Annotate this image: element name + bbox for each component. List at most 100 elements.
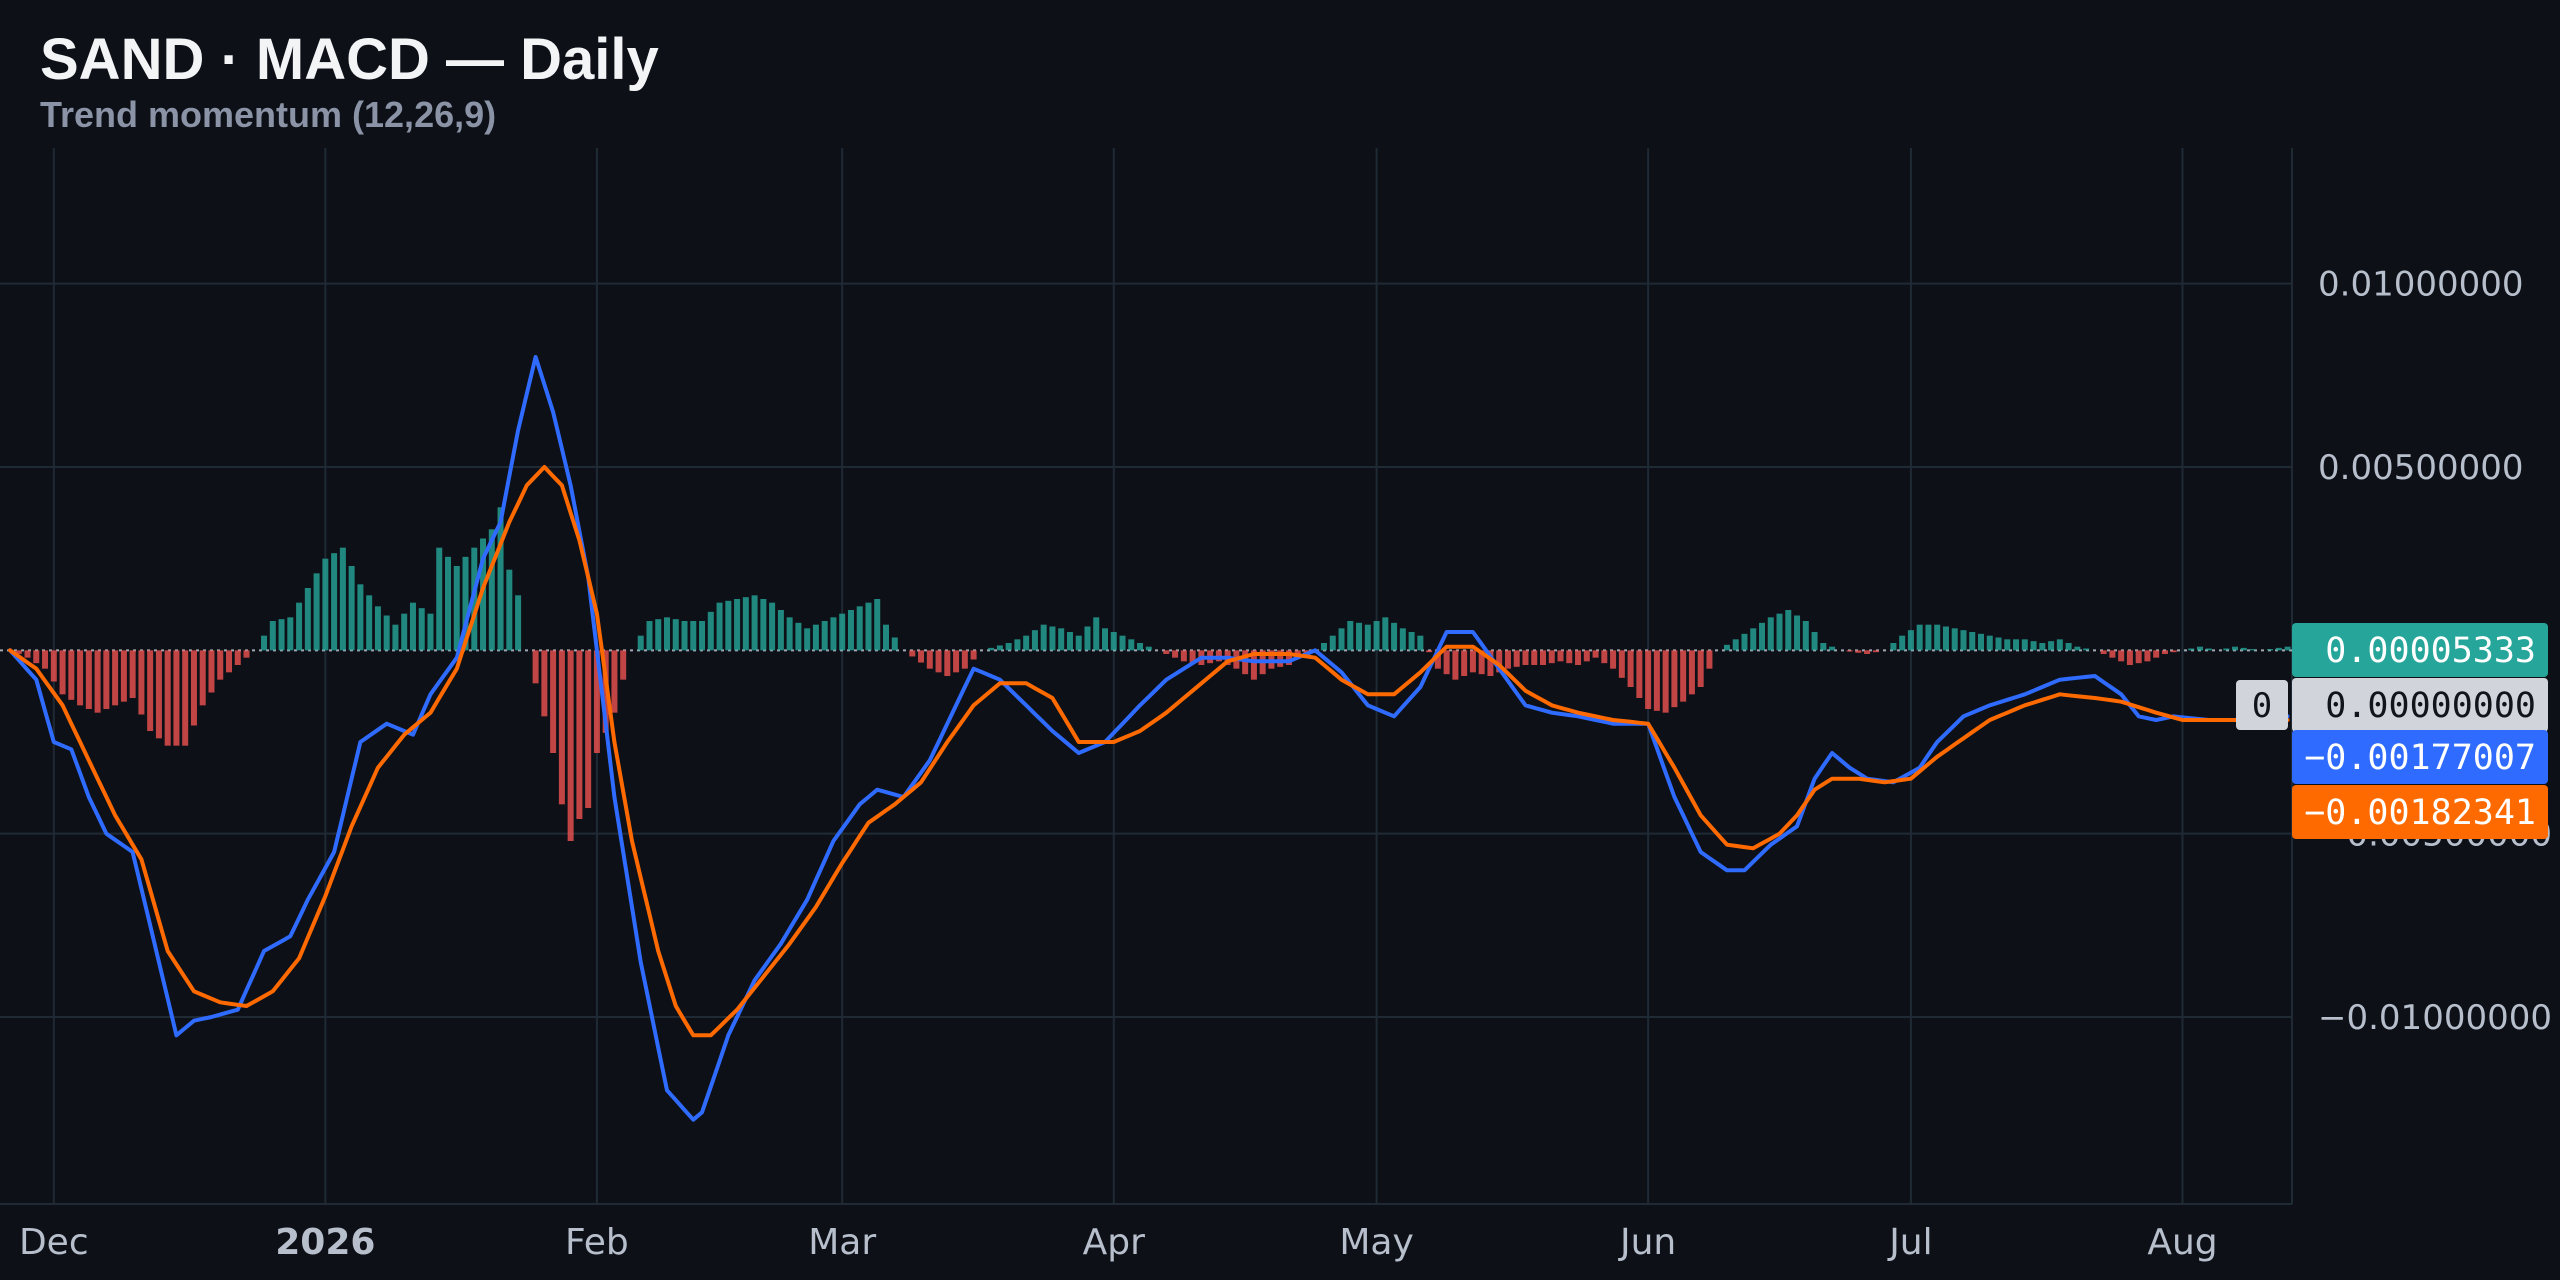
histogram-bar (2188, 648, 2195, 651)
histogram-bar (1110, 632, 1117, 651)
histogram-bar (970, 650, 977, 660)
histogram-bar (2083, 648, 2090, 651)
histogram-bar (856, 606, 863, 651)
histogram-bar (1575, 650, 1582, 665)
histogram-bar (1951, 628, 1958, 651)
histogram-bar (1540, 650, 1546, 665)
histogram-bar (374, 606, 381, 651)
histogram-bar (1469, 650, 1476, 673)
histogram-bar (1969, 632, 1976, 651)
zero-marker-label: 0 (2252, 686, 2272, 726)
histogram-bar (304, 588, 311, 651)
x-tick-label: 2026 (275, 1222, 375, 1263)
histogram-bar (1688, 650, 1695, 695)
histogram-bar (50, 650, 57, 682)
histogram-bar (646, 621, 653, 651)
histogram-bar (348, 566, 355, 651)
histogram-bar (1137, 643, 1144, 651)
histogram-bar (1916, 624, 1923, 651)
histogram-bar (532, 650, 539, 684)
histogram-bar (453, 566, 460, 651)
histogram-bar (2232, 646, 2239, 651)
histogram-bar (2197, 646, 2203, 651)
grid-lines (0, 148, 2293, 1205)
histogram-bar (1285, 650, 1292, 665)
hist_up-value-label: 0.00005333 (2325, 631, 2536, 671)
histogram-bar (2267, 649, 2274, 651)
histogram-bar (1443, 650, 1450, 675)
histogram-bar (777, 610, 784, 651)
histogram-bar (287, 617, 294, 651)
histogram-bar (611, 650, 618, 713)
histogram-bar (243, 650, 250, 658)
histogram-bar (2205, 648, 2212, 651)
histogram-bar (865, 602, 872, 651)
histogram-bar (935, 650, 942, 673)
histogram-bar (1802, 621, 1809, 651)
histogram-bar (1250, 650, 1257, 680)
histogram-bar (699, 621, 706, 651)
histogram-bar (2048, 641, 2055, 651)
histogram-bar (1163, 650, 1170, 654)
histogram-bar (2223, 648, 2230, 651)
histogram-bar (1794, 615, 1801, 651)
histogram-bar (1662, 650, 1669, 713)
histogram-bar (1829, 646, 1836, 651)
histogram-bar (1855, 650, 1862, 653)
histogram-bar (480, 538, 487, 651)
x-tick-label: Jul (1887, 1222, 1932, 1263)
histogram-bar (1277, 650, 1284, 667)
histogram-bar (1338, 628, 1345, 651)
y-tick-label: 0.00500000 (2318, 448, 2524, 488)
histogram-bar (94, 650, 101, 713)
histogram-bar (1680, 650, 1687, 702)
histogram-bar (1496, 650, 1503, 673)
histogram-bar (786, 617, 793, 651)
histogram-bar (269, 621, 276, 651)
histogram-bar (409, 602, 416, 651)
histogram-bar (383, 615, 390, 651)
histogram-bar (883, 624, 889, 651)
histogram-bar (2013, 639, 2020, 651)
histogram-bar (1356, 622, 1363, 651)
histogram-bar (672, 619, 679, 651)
histogram-bar (1408, 632, 1415, 651)
histogram-bar (2039, 643, 2046, 651)
signal-value-label: −0.00182341 (2304, 793, 2536, 833)
histogram-bar (847, 610, 854, 651)
histogram-bar (1610, 650, 1617, 669)
histogram-bar (1899, 635, 1906, 651)
histogram-bar (1478, 650, 1485, 675)
histogram-bar (2074, 646, 2081, 651)
histogram-bar (1172, 650, 1179, 658)
histogram-bar (2240, 647, 2247, 651)
histogram-bar (1128, 639, 1135, 651)
signal-line (8, 465, 2290, 1038)
histogram-bar (2030, 641, 2037, 651)
histogram-bar (436, 547, 443, 651)
y-tick-label: −0.01000000 (2318, 998, 2552, 1038)
histogram-bar (1321, 643, 1327, 651)
histogram-bar (620, 650, 627, 680)
histogram-bar (1890, 643, 1897, 651)
histogram-bar (2118, 650, 2125, 662)
histogram-bar (1189, 650, 1196, 664)
histogram-bar (112, 650, 119, 706)
histogram-bar (2144, 650, 2151, 662)
histogram-bar (1040, 624, 1047, 651)
histogram-bar (909, 650, 916, 657)
histogram-bar (42, 650, 49, 669)
histogram-bar (2284, 646, 2291, 651)
x-tick-label: Aug (2147, 1222, 2217, 1263)
histogram-bar (77, 650, 84, 706)
y-tick-label: 0.01000000 (2318, 265, 2524, 305)
histogram-bar (313, 573, 320, 651)
histogram-bar (1750, 628, 1757, 651)
histogram-bar (120, 650, 127, 702)
histogram-bar (497, 507, 504, 651)
histogram-bar (1960, 630, 1967, 651)
histogram-bar (1986, 635, 1993, 651)
histogram-bar (1601, 650, 1608, 664)
histogram-bar (769, 602, 776, 651)
histogram-bar (734, 599, 741, 651)
